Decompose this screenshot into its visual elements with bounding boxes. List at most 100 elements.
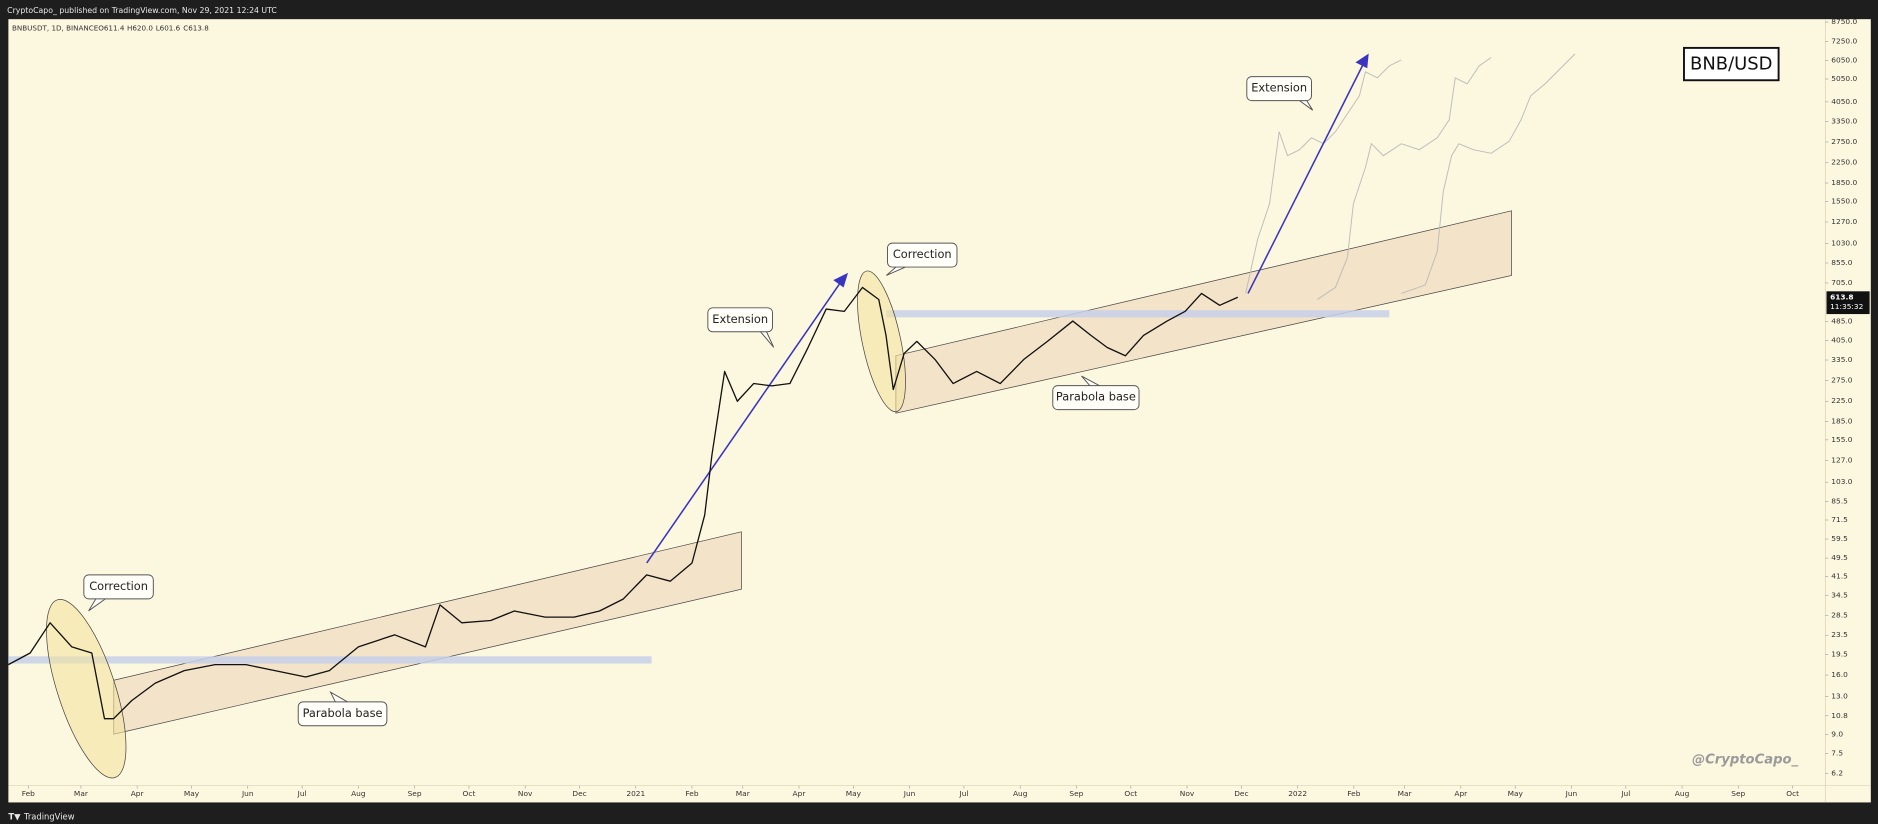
x-tick-label: Feb <box>1347 789 1360 798</box>
y-tick-label: 59.5 <box>1831 534 1848 543</box>
close: C613.8 <box>183 24 209 33</box>
x-tick-label: Mar <box>1398 789 1413 798</box>
callout: Correction <box>885 242 958 276</box>
x-tick-label: Jun <box>241 789 254 798</box>
y-tick-label: 127.0 <box>1831 455 1852 464</box>
symbol-label: BNB/USD <box>1690 54 1772 75</box>
x-tick-label: Mar <box>74 789 89 798</box>
x-tick-label: Dec <box>572 789 586 798</box>
y-tick-label: 49.5 <box>1831 553 1848 562</box>
x-tick-label: Dec <box>1234 789 1248 798</box>
y-tick-label: 19.5 <box>1831 650 1848 659</box>
callout: Parabola base <box>1052 375 1140 411</box>
y-tick-label: 705.0 <box>1831 278 1852 287</box>
x-tick-label: Oct <box>463 789 476 798</box>
callout: Correction <box>83 574 154 612</box>
y-tick-label: 103.0 <box>1831 477 1852 486</box>
annotation: Correction <box>893 247 952 261</box>
x-tick-label: Jun <box>903 789 916 798</box>
y-tick-label: 8750.0 <box>1831 17 1857 26</box>
x-tick-label: May <box>846 789 862 798</box>
x-tick-label: Sep <box>1731 789 1745 798</box>
x-tick-label: Aug <box>1013 789 1028 798</box>
x-tick-label: Jun <box>1565 789 1578 798</box>
y-tick-label: 28.5 <box>1831 610 1848 619</box>
open: O611.4 <box>98 24 125 33</box>
x-tick-label: Apr <box>131 789 145 798</box>
publisher: CryptoCapo_ published on TradingView.com… <box>7 6 277 15</box>
y-tick-label: 405.0 <box>1831 335 1852 344</box>
y-tick-label: 185.0 <box>1831 417 1852 426</box>
correction-ellipse <box>857 270 906 413</box>
price-line <box>8 286 1239 720</box>
y-tick-label: 23.5 <box>1831 630 1848 639</box>
y-tick-label: 275.0 <box>1831 375 1852 384</box>
y-tick-label: 41.5 <box>1831 571 1848 580</box>
annotation: Correction <box>89 579 148 593</box>
x-tick-label: Mar <box>736 789 751 798</box>
x-tick-label: Apr <box>793 789 807 798</box>
footer-logo: T▼ <box>8 811 21 821</box>
y-tick-label: 13.0 <box>1831 692 1848 701</box>
y-tick-label: 2250.0 <box>1831 158 1857 167</box>
last-price-box <box>1826 291 1870 315</box>
last-price: 613.8 <box>1830 292 1853 301</box>
y-tick-label: 85.5 <box>1831 496 1848 505</box>
y-tick-label: 3350.0 <box>1831 117 1857 126</box>
x-tick-label: Sep <box>408 789 422 798</box>
y-tick-label: 34.5 <box>1831 590 1848 599</box>
annotation: Parabola base <box>1056 390 1136 404</box>
y-tick-label: 225.0 <box>1831 396 1852 405</box>
x-tick-label: Feb <box>22 789 35 798</box>
y-tick-label: 71.5 <box>1831 515 1848 524</box>
x-tick-label: 2022 <box>1288 789 1307 798</box>
x-tick-label: 2021 <box>626 789 645 798</box>
high: H620.0 <box>127 24 153 33</box>
y-tick-label: 7250.0 <box>1831 37 1857 46</box>
y-tick-label: 6050.0 <box>1831 55 1857 64</box>
y-tick-label: 1270.0 <box>1831 217 1857 226</box>
x-tick-label: May <box>184 789 200 798</box>
callout: Extension <box>707 307 775 348</box>
annotation: Parabola base <box>303 706 383 720</box>
x-tick-label: Oct <box>1124 789 1137 798</box>
y-tick-label: 16.0 <box>1831 670 1848 679</box>
y-tick-label: 6.2 <box>1831 768 1843 777</box>
symbol-box <box>1683 46 1780 82</box>
arrows <box>646 53 1369 564</box>
x-tick-label: Feb <box>685 789 698 798</box>
y-tick-label: 335.0 <box>1831 355 1852 364</box>
x-tick-label: Oct <box>1786 789 1799 798</box>
y-tick-label: 4050.0 <box>1831 97 1857 106</box>
annotation: Extension <box>712 312 768 326</box>
support-band <box>886 310 1390 318</box>
y-tick-label: 485.0 <box>1831 317 1852 326</box>
symbol-info: BNBUSDT, 1D, BINANCE O611.4 H620.0 L601.… <box>12 24 209 33</box>
x-tick-label: Jul <box>297 789 307 798</box>
x-tick-label: Nov <box>1180 789 1195 798</box>
y-tick-label: 1850.0 <box>1831 178 1857 187</box>
watermark: @CryptoCapo_ <box>1692 752 1799 767</box>
y-tick-label: 7.5 <box>1831 749 1843 758</box>
callout: Parabola base <box>297 691 388 727</box>
y-tick-label: 9.0 <box>1831 730 1843 739</box>
annotation: Extension <box>1251 81 1307 95</box>
callout: Extension <box>1246 76 1314 111</box>
x-tick-label: May <box>1508 789 1524 798</box>
y-tick-label: 155.0 <box>1831 435 1852 444</box>
y-tick-label: 2750.0 <box>1831 137 1857 146</box>
y-tick-label: 1030.0 <box>1831 239 1857 248</box>
y-tick-label: 5050.0 <box>1831 74 1857 83</box>
x-tick-label: Apr <box>1454 789 1468 798</box>
countdown: 11:35:32 <box>1830 302 1863 311</box>
x-tick-label: Jul <box>1620 789 1630 798</box>
y-tick-label: 1550.0 <box>1831 196 1857 205</box>
x-tick-label: Sep <box>1069 789 1083 798</box>
x-tick-label: Nov <box>518 789 533 798</box>
x-tick-label: Jul <box>959 789 969 798</box>
x-tick-label: Aug <box>351 789 366 798</box>
footer-brand: TradingView <box>23 811 75 821</box>
low: L601.6 <box>156 24 181 33</box>
